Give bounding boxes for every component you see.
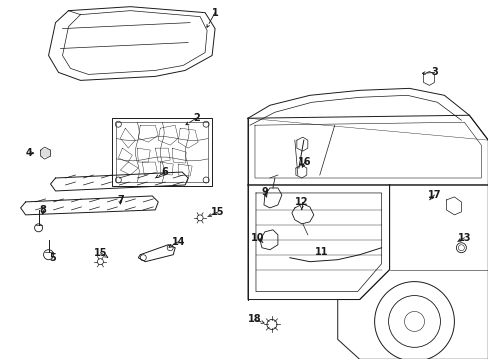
Text: 13: 13 — [457, 233, 470, 243]
Text: 15: 15 — [94, 248, 107, 258]
Bar — [112, 118, 212, 186]
Text: 11: 11 — [314, 247, 328, 257]
Text: 2: 2 — [192, 113, 199, 123]
Text: 8: 8 — [39, 205, 46, 215]
Text: 17: 17 — [427, 190, 440, 200]
Text: 14: 14 — [171, 237, 184, 247]
Text: 5: 5 — [49, 253, 56, 263]
Text: 4: 4 — [25, 148, 32, 158]
Text: 6: 6 — [162, 167, 168, 177]
Text: 16: 16 — [298, 157, 311, 167]
Bar — [116, 122, 208, 182]
Text: 12: 12 — [294, 197, 308, 207]
Text: 15: 15 — [211, 207, 224, 217]
Text: 18: 18 — [247, 314, 261, 324]
Text: 9: 9 — [261, 187, 268, 197]
Text: 7: 7 — [117, 195, 123, 205]
Text: 10: 10 — [251, 233, 264, 243]
Text: 1: 1 — [211, 8, 218, 18]
Text: 3: 3 — [430, 67, 437, 77]
